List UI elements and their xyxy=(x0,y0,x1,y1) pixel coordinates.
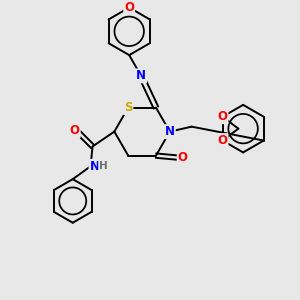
Text: N: N xyxy=(89,160,100,173)
Text: N: N xyxy=(136,69,146,82)
Text: O: O xyxy=(70,124,80,137)
Text: S: S xyxy=(124,101,133,114)
Text: O: O xyxy=(218,110,227,123)
Text: O: O xyxy=(124,1,134,14)
Text: O: O xyxy=(178,151,188,164)
Text: O: O xyxy=(218,134,227,147)
Text: H: H xyxy=(99,161,108,171)
Text: N: N xyxy=(165,125,175,138)
